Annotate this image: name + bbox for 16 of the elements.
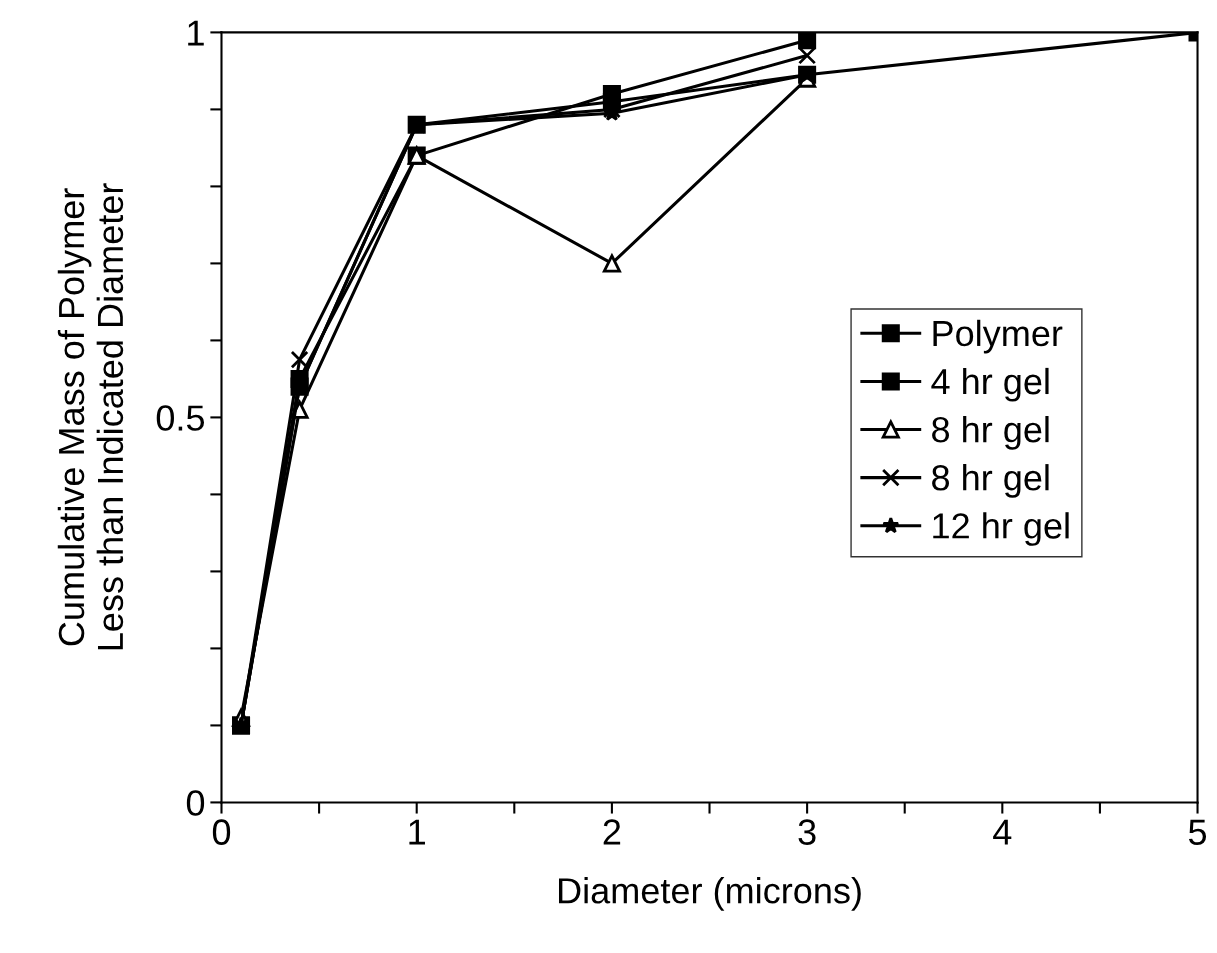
legend-label: 8 hr gel: [932, 415, 1049, 450]
x-tick-label: 1: [409, 819, 425, 845]
y-tick-label: 0.5: [156, 405, 205, 431]
y-axis-title: Cumulative Mass of Polymer Less than Indicated Diameter: [57, 183, 124, 650]
legend-label: Polymer: [933, 319, 1063, 354]
x-tick-label: 3: [798, 819, 816, 845]
x-axis-title: Diameter (microns): [558, 877, 861, 911]
x-tick-label: 2: [603, 819, 621, 845]
legend-label: 12 hr gel: [933, 512, 1069, 546]
x-tick-label: 0: [212, 819, 231, 845]
legend-label: 4 hr gel: [931, 367, 1049, 402]
y-tick-label: 1: [188, 20, 204, 46]
x-tick-label: 5: [1188, 819, 1207, 845]
y-tick-label: 0: [186, 790, 205, 816]
x-tick-label: 4: [993, 819, 1012, 845]
legend-label: 8 hr gel: [932, 464, 1049, 498]
